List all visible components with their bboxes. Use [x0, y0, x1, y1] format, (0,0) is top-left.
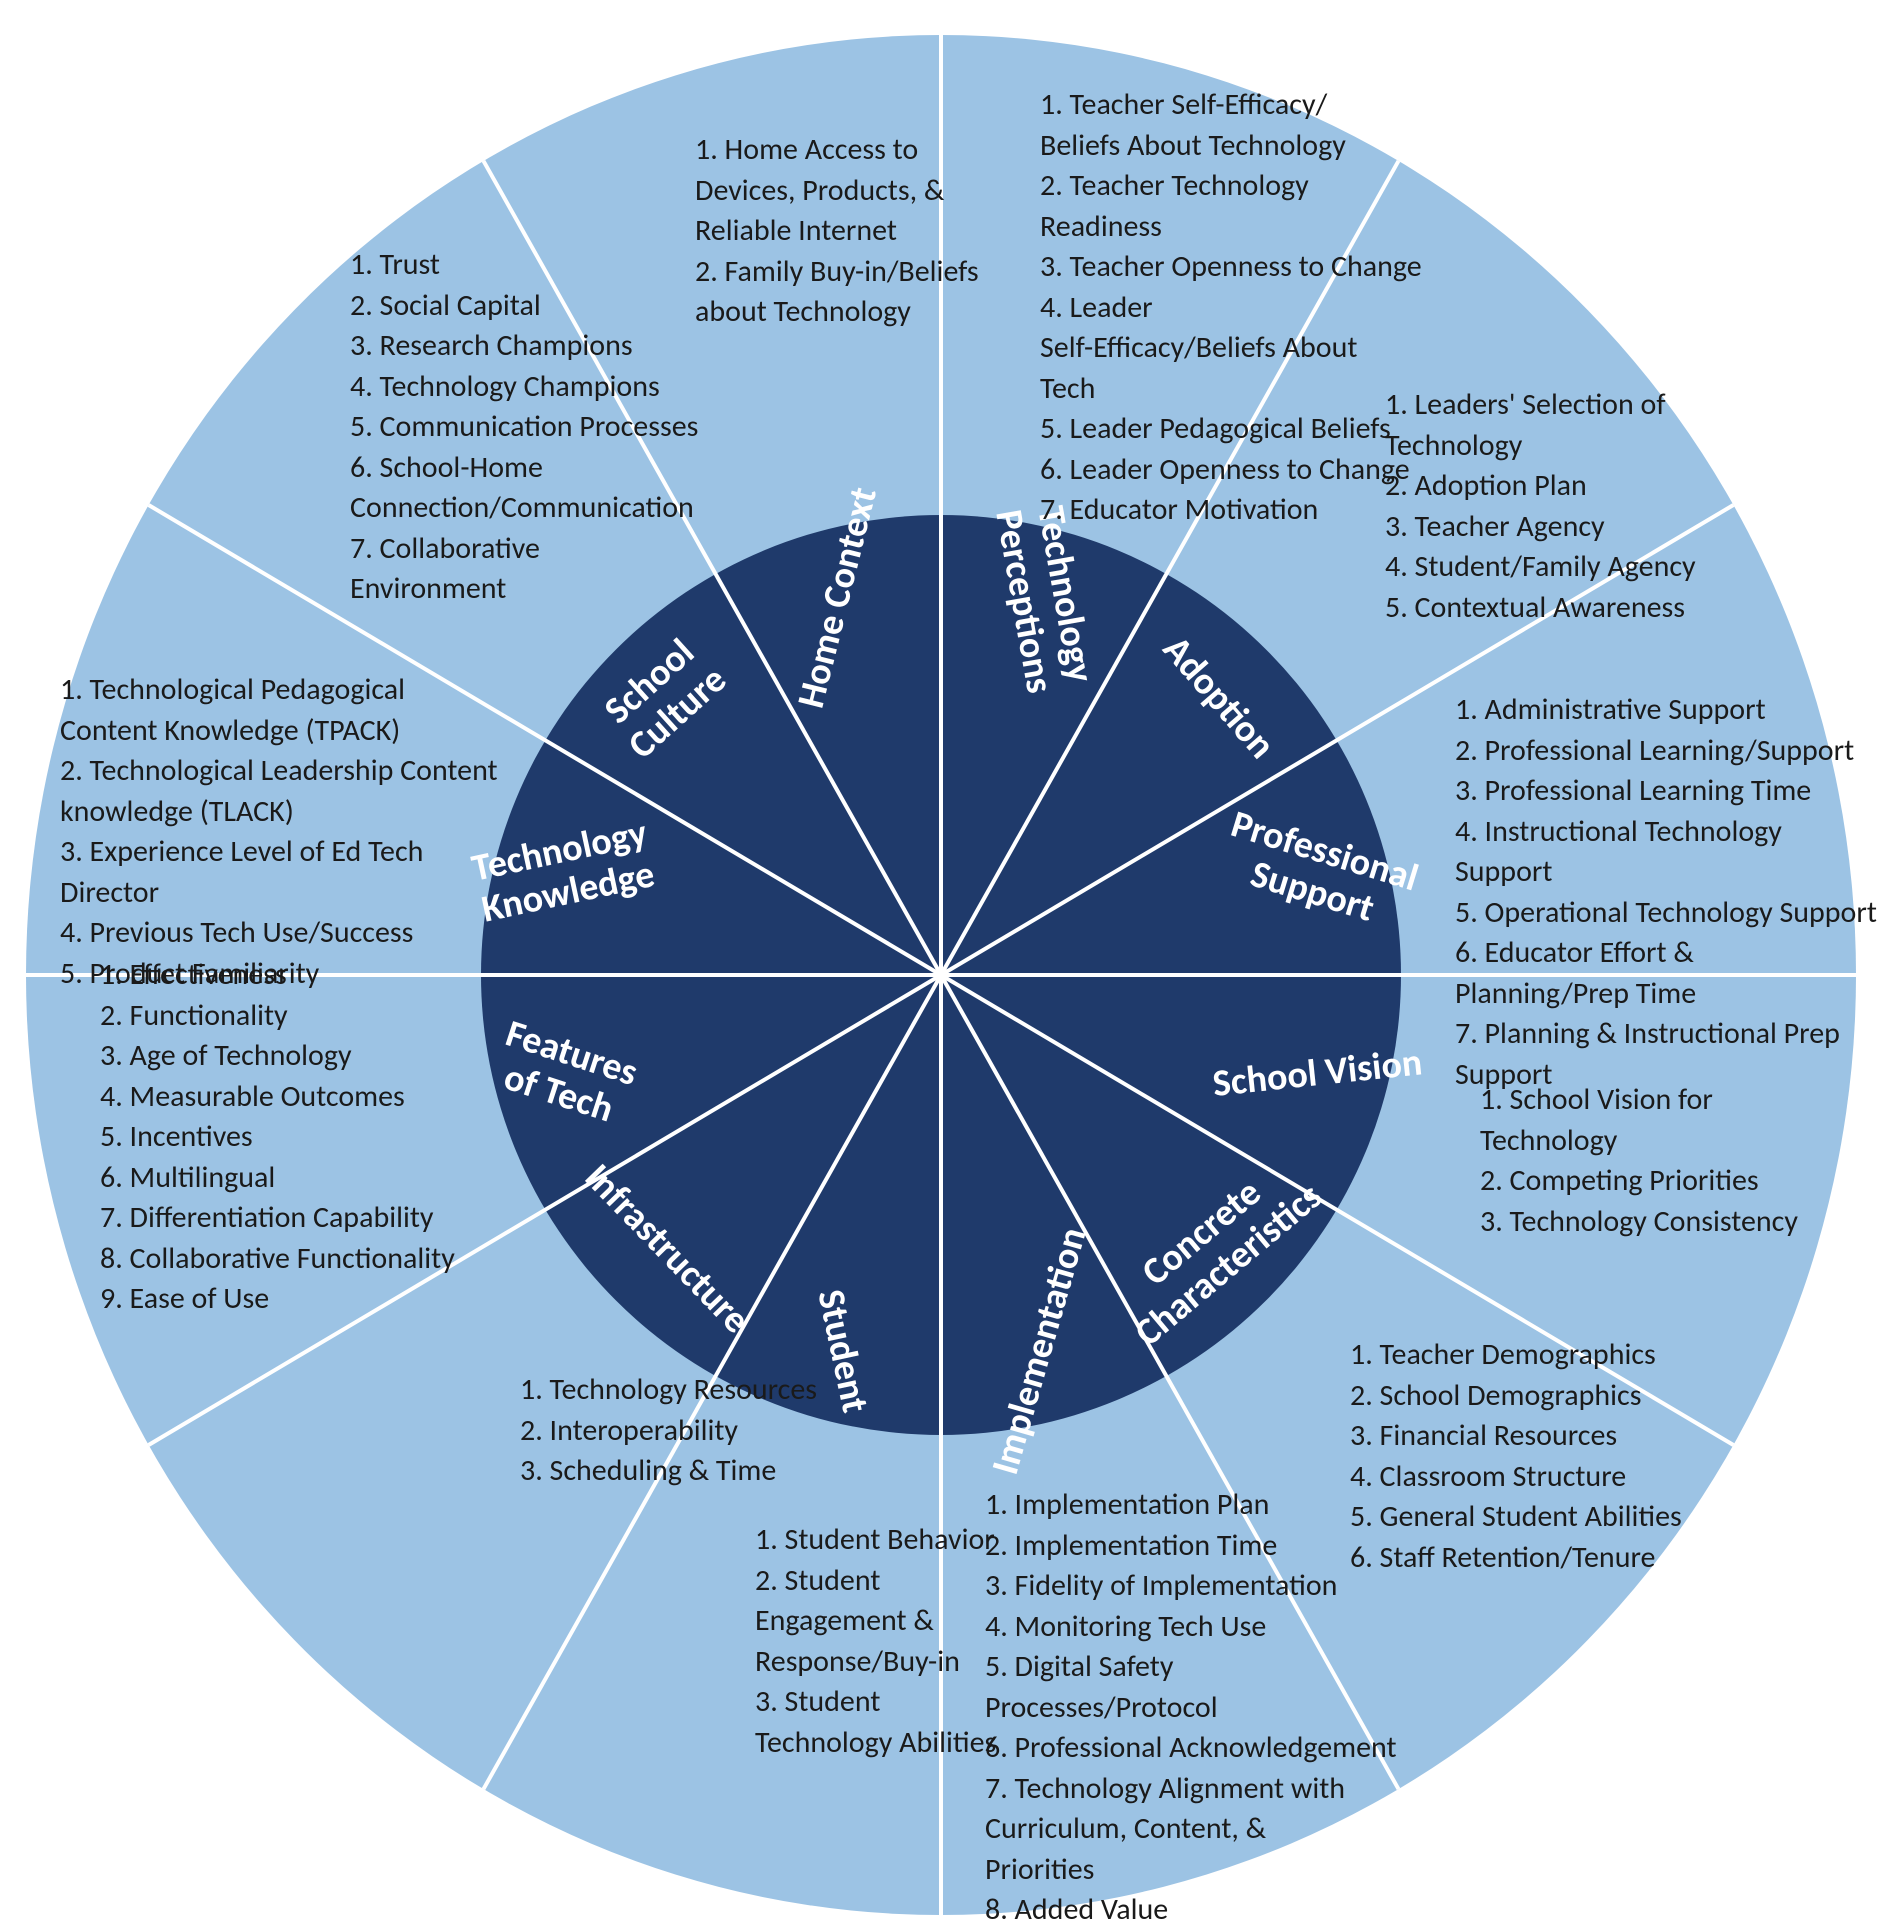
list-item: 1. Student Behavior [755, 1520, 1035, 1561]
list-item: 2. Functionality [100, 996, 520, 1037]
list-item: 4. Previous Tech Use/Success [60, 913, 550, 954]
item-list-school-culture: 1. Trust2. Social Capital3. Research Cha… [350, 245, 740, 610]
list-item: Content Knowledge (TPACK) [60, 711, 550, 752]
list-item: 2. Student [755, 1561, 1035, 1602]
list-item: 4. Student/Family Agency [1385, 547, 1825, 588]
list-item: 3. Teacher Openness to Change [1040, 247, 1470, 288]
list-item: 1. Teacher Self-Efficacy/ [1040, 85, 1470, 126]
list-item: Technology [1480, 1121, 1883, 1162]
list-item: 6. Professional Acknowledgement [985, 1728, 1425, 1769]
list-item: Environment [350, 569, 740, 610]
list-item: 5. Operational Technology Support [1455, 893, 1883, 934]
list-item: 2. Interoperability [520, 1411, 880, 1452]
list-item: 1. Home Access to [695, 130, 1035, 171]
list-item: Readiness [1040, 207, 1470, 248]
list-item: 3. Teacher Agency [1385, 507, 1825, 548]
list-item: 8. Added Value [985, 1890, 1425, 1931]
list-item: Engagement & [755, 1601, 1035, 1642]
list-item: 8. Collaborative Functionality [100, 1239, 520, 1280]
list-item: 1. Trust [350, 245, 740, 286]
list-item: 2. School Demographics [1350, 1376, 1770, 1417]
item-list-adoption: 1. Leaders' Selection ofTechnology2. Ado… [1385, 385, 1825, 628]
list-item: 5. Product Familiarity [60, 954, 550, 995]
list-item: Processes/Protocol [985, 1688, 1425, 1729]
item-list-implementation: 1. Implementation Plan2. Implementation … [985, 1485, 1425, 1931]
list-item: 1. School Vision for [1480, 1080, 1883, 1121]
list-item: 7. Planning & Instructional Prep [1455, 1014, 1883, 1055]
list-item: 1. Teacher Demographics [1350, 1335, 1770, 1376]
list-item: 6. School-Home [350, 448, 740, 489]
list-item: Connection/Communication [350, 488, 740, 529]
list-item: Technology [1385, 426, 1825, 467]
list-item: Beliefs About Technology [1040, 126, 1470, 167]
item-list-technology-knowledge: 1. Technological PedagogicalContent Know… [60, 670, 550, 994]
list-item: 3. Technology Consistency [1480, 1202, 1883, 1243]
list-item: about Technology [695, 292, 1035, 333]
list-item: 3. Student [755, 1682, 1035, 1723]
list-item: 2. Adoption Plan [1385, 466, 1825, 507]
list-item: 7. Technology Alignment with [985, 1769, 1425, 1810]
radial-diagram: TechnologyPerceptionsAdoptionProfessiona… [0, 0, 1883, 1918]
item-list-school-vision: 1. School Vision forTechnology2. Competi… [1480, 1080, 1883, 1242]
item-list-features-of-tech: 1. Effectiveness2. Functionality3. Age o… [100, 955, 520, 1320]
list-item: 5. Incentives [100, 1117, 520, 1158]
list-item: 6. Multilingual [100, 1158, 520, 1199]
list-item: 4. Technology Champions [350, 367, 740, 408]
item-list-student: 1. Student Behavior2. StudentEngagement … [755, 1520, 1035, 1763]
list-item: 7. Collaborative [350, 529, 740, 570]
list-item: Director [60, 873, 550, 914]
list-item: 5. Contextual Awareness [1385, 588, 1825, 629]
list-item: 2. Technological Leadership Content [60, 751, 550, 792]
list-item: 4. Instructional Technology [1455, 812, 1883, 853]
list-item: 3. Financial Resources [1350, 1416, 1770, 1457]
list-item: 3. Research Champions [350, 326, 740, 367]
list-item: 3. Professional Learning Time [1455, 771, 1883, 812]
list-item: 3. Experience Level of Ed Tech [60, 832, 550, 873]
list-item: 1. Technology Resources [520, 1370, 880, 1411]
item-list-professional-support: 1. Administrative Support2. Professional… [1455, 690, 1883, 1095]
list-item: 2. Family Buy-in/Beliefs [695, 252, 1035, 293]
item-list-infrastructure: 1. Technology Resources2. Interoperabili… [520, 1370, 880, 1492]
list-item: 9. Ease of Use [100, 1279, 520, 1320]
list-item: 4. Measurable Outcomes [100, 1077, 520, 1118]
list-item: 1. Implementation Plan [985, 1485, 1425, 1526]
list-item: 4. Monitoring Tech Use [985, 1607, 1425, 1648]
list-item: Reliable Internet [695, 211, 1035, 252]
list-item: Support [1455, 852, 1883, 893]
list-item: 5. Communication Processes [350, 407, 740, 448]
list-item: Technology Abilities [755, 1723, 1035, 1764]
list-item: 3. Scheduling & Time [520, 1451, 880, 1492]
list-item: 5. Digital Safety [985, 1647, 1425, 1688]
list-item: 2. Implementation Time [985, 1526, 1425, 1567]
list-item: Priorities [985, 1850, 1425, 1891]
list-item: 3. Age of Technology [100, 1036, 520, 1077]
item-list-home-context: 1. Home Access toDevices, Products, &Rel… [695, 130, 1035, 333]
list-item: 3. Fidelity of Implementation [985, 1566, 1425, 1607]
list-item: 2. Teacher Technology [1040, 166, 1470, 207]
list-item: 1. Leaders' Selection of [1385, 385, 1825, 426]
list-item: Self-Efficacy/Beliefs About [1040, 328, 1470, 369]
list-item: Response/Buy-in [755, 1642, 1035, 1683]
list-item: knowledge (TLACK) [60, 792, 550, 833]
list-item: Devices, Products, & [695, 171, 1035, 212]
list-item: 2. Social Capital [350, 286, 740, 327]
list-item: 1. Technological Pedagogical [60, 670, 550, 711]
list-item: 1. Administrative Support [1455, 690, 1883, 731]
list-item: Curriculum, Content, & [985, 1809, 1425, 1850]
list-item: 2. Professional Learning/Support [1455, 731, 1883, 772]
list-item: 7. Differentiation Capability [100, 1198, 520, 1239]
list-item: Planning/Prep Time [1455, 974, 1883, 1015]
list-item: 2. Competing Priorities [1480, 1161, 1883, 1202]
list-item: 4. Leader [1040, 288, 1470, 329]
list-item: 6. Educator Effort & [1455, 933, 1883, 974]
